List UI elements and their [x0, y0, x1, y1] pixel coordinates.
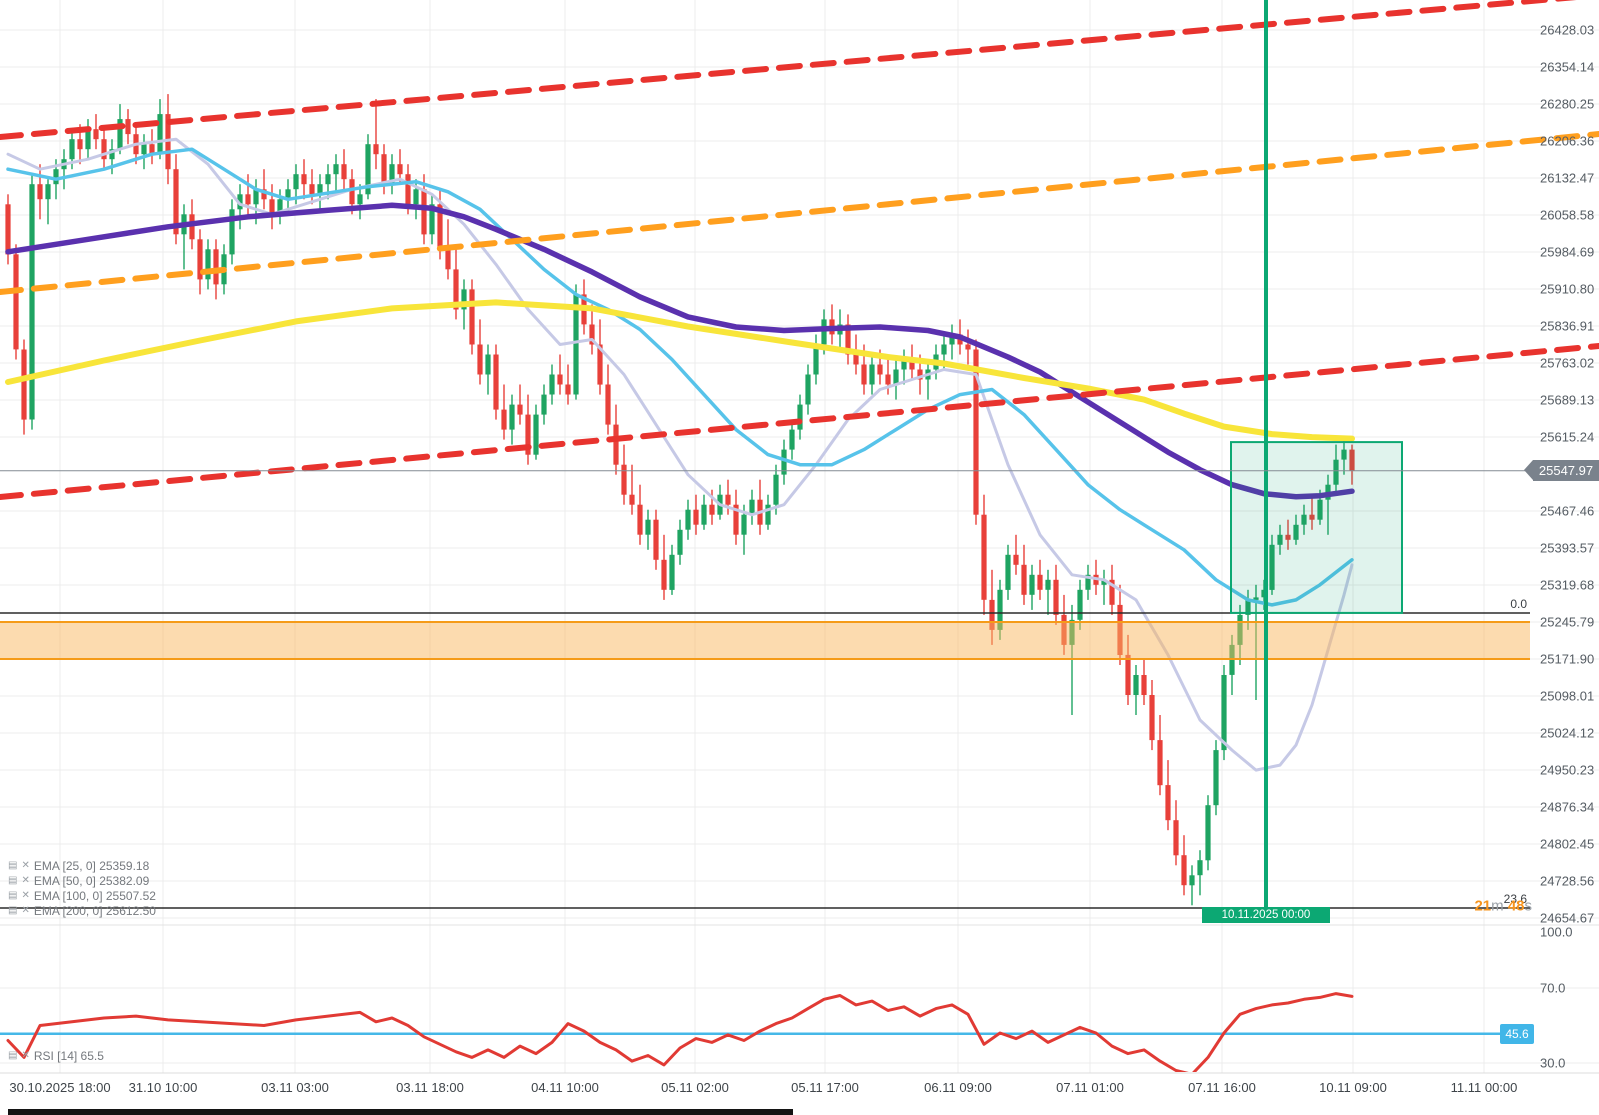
price-axis-label: 26058.58	[1540, 207, 1595, 223]
price-axis-label: 25984.69	[1540, 244, 1595, 260]
price-axis-label: 25171.90	[1540, 651, 1595, 667]
price-axis-label: 24876.34	[1540, 799, 1595, 815]
fib-level-label: 23.6	[1503, 892, 1527, 906]
rsi-legend-row: ▤ ✕ RSI [14] 65.5	[8, 1049, 104, 1063]
bottom-black-bar	[8, 1109, 793, 1115]
time-axis-label: 07.11 16:00	[1188, 1080, 1256, 1095]
indicator-remove-icon[interactable]: ✕	[21, 1050, 30, 1061]
ema-purple-line	[5, 202, 1355, 500]
price-axis-label: 25319.68	[1540, 577, 1595, 593]
time-axis-label: 31.10 10:00	[128, 1080, 198, 1095]
price-axis-label: 25245.79	[1540, 614, 1595, 630]
time-axis-label: 11.11 00:00	[1450, 1080, 1518, 1095]
time-axis-label: 03.11 18:00	[396, 1080, 464, 1095]
time-axis-label: 04.11 10:00	[531, 1080, 599, 1095]
rsi-line	[6, 992, 1354, 1072]
indicator-remove-icon[interactable]: ✕	[21, 905, 30, 916]
rsi-axis-label: 70.0	[1540, 980, 1566, 996]
current-price-value: 25547.97	[1538, 463, 1594, 478]
countdown-seconds: 48	[1507, 897, 1525, 915]
price-axis-label: 26354.14	[1540, 59, 1595, 75]
ema-lavender-line	[6, 137, 1354, 772]
fib-level-label: 0.0	[1510, 597, 1527, 611]
price-axis-label: 26132.47	[1540, 170, 1595, 186]
indicator-label: EMA [200, 0] 25612.50	[33, 904, 156, 918]
indicator-settings-icon[interactable]: ▤	[8, 1050, 18, 1061]
indicator-settings-icon[interactable]: ▤	[8, 860, 18, 871]
countdown-minutes: 21	[1474, 897, 1492, 915]
indicator-label: EMA [25, 0] 25359.18	[33, 859, 150, 873]
time-axis-label: 05.11 17:00	[791, 1080, 859, 1095]
price-axis-label: 25836.91	[1540, 318, 1595, 334]
price-axis-label: 24654.67	[1540, 910, 1595, 926]
ema-cyan-line	[6, 147, 1354, 607]
current-price-tag: 25547.97	[1524, 460, 1599, 481]
upper-channel-red-trendline[interactable]	[0, 0, 1599, 140]
indicator-legend-row: ▤ ✕ EMA [25, 0] 25359.18	[8, 859, 149, 873]
indicator-remove-icon[interactable]: ✕	[21, 860, 30, 871]
time-axis-label: 05.11 02:00	[661, 1080, 729, 1095]
supply-zone[interactable]	[0, 621, 1530, 660]
time-axis-label: 03.11 03:00	[261, 1080, 329, 1095]
price-axis-label: 25098.01	[1540, 688, 1595, 704]
indicator-legend-row: ▤ ✕ EMA [200, 0] 25612.50	[8, 904, 156, 918]
price-axis-label: 26280.25	[1540, 96, 1595, 112]
countdown-minutes-unit: m	[1491, 897, 1504, 915]
indicator-remove-icon[interactable]: ✕	[21, 875, 30, 886]
rsi-level-value: 45.6	[1505, 1027, 1529, 1041]
price-axis-label: 26206.36	[1540, 133, 1595, 149]
target-box[interactable]	[1230, 441, 1403, 614]
price-axis-label: 25393.57	[1540, 540, 1595, 556]
indicator-label: EMA [100, 0] 25507.52	[33, 889, 156, 903]
price-axis-label: 25763.02	[1540, 355, 1595, 371]
rsi-axis-label: 100.0	[1540, 924, 1573, 940]
indicator-remove-icon[interactable]: ✕	[21, 890, 30, 901]
price-axis-label: 25689.13	[1540, 392, 1595, 408]
event-date-label: 10.11.2025 00:00	[1221, 909, 1311, 921]
time-axis-label: 30.10.2025 18:00	[9, 1080, 111, 1095]
rsi-label: RSI [14] 65.5	[33, 1049, 104, 1063]
time-axis-label: 06.11 09:00	[924, 1080, 992, 1095]
price-axis-label: 24802.45	[1540, 836, 1595, 852]
time-axis-label: 10.11 09:00	[1319, 1080, 1387, 1095]
price-axis-label: 24728.56	[1540, 873, 1595, 889]
lower-channel-red-trendline[interactable]	[0, 343, 1599, 500]
countdown-seconds-unit: s	[1524, 897, 1533, 915]
price-axis-label: 25615.24	[1540, 429, 1595, 445]
candlesticks	[5, 94, 1355, 906]
price-axis-label: 25024.12	[1540, 725, 1595, 741]
rsi-level-tag: 45.6	[1500, 1024, 1534, 1044]
event-date-tag: 10.11.2025 00:00	[1202, 907, 1330, 923]
candle-countdown: 21m 48s	[1474, 898, 1532, 915]
price-axis-label: 26428.03	[1540, 22, 1595, 38]
indicator-legend-row: ▤ ✕ EMA [100, 0] 25507.52	[8, 889, 156, 903]
indicator-legend-row: ▤ ✕ EMA [50, 0] 25382.09	[8, 874, 149, 888]
indicator-settings-icon[interactable]: ▤	[8, 875, 18, 886]
indicator-settings-icon[interactable]: ▤	[8, 905, 18, 916]
ema-yellow-line	[5, 299, 1355, 442]
indicator-label: EMA [50, 0] 25382.09	[33, 874, 150, 888]
time-axis-label: 07.11 01:00	[1056, 1080, 1124, 1095]
indicator-settings-icon[interactable]: ▤	[8, 890, 18, 901]
rsi-axis-label: 30.0	[1540, 1055, 1566, 1071]
mid-channel-orange-trendline[interactable]	[0, 131, 1599, 295]
price-axis-label: 25910.80	[1540, 281, 1595, 297]
price-axis-label: 25467.46	[1540, 503, 1595, 519]
price-axis-label: 24950.23	[1540, 762, 1595, 778]
